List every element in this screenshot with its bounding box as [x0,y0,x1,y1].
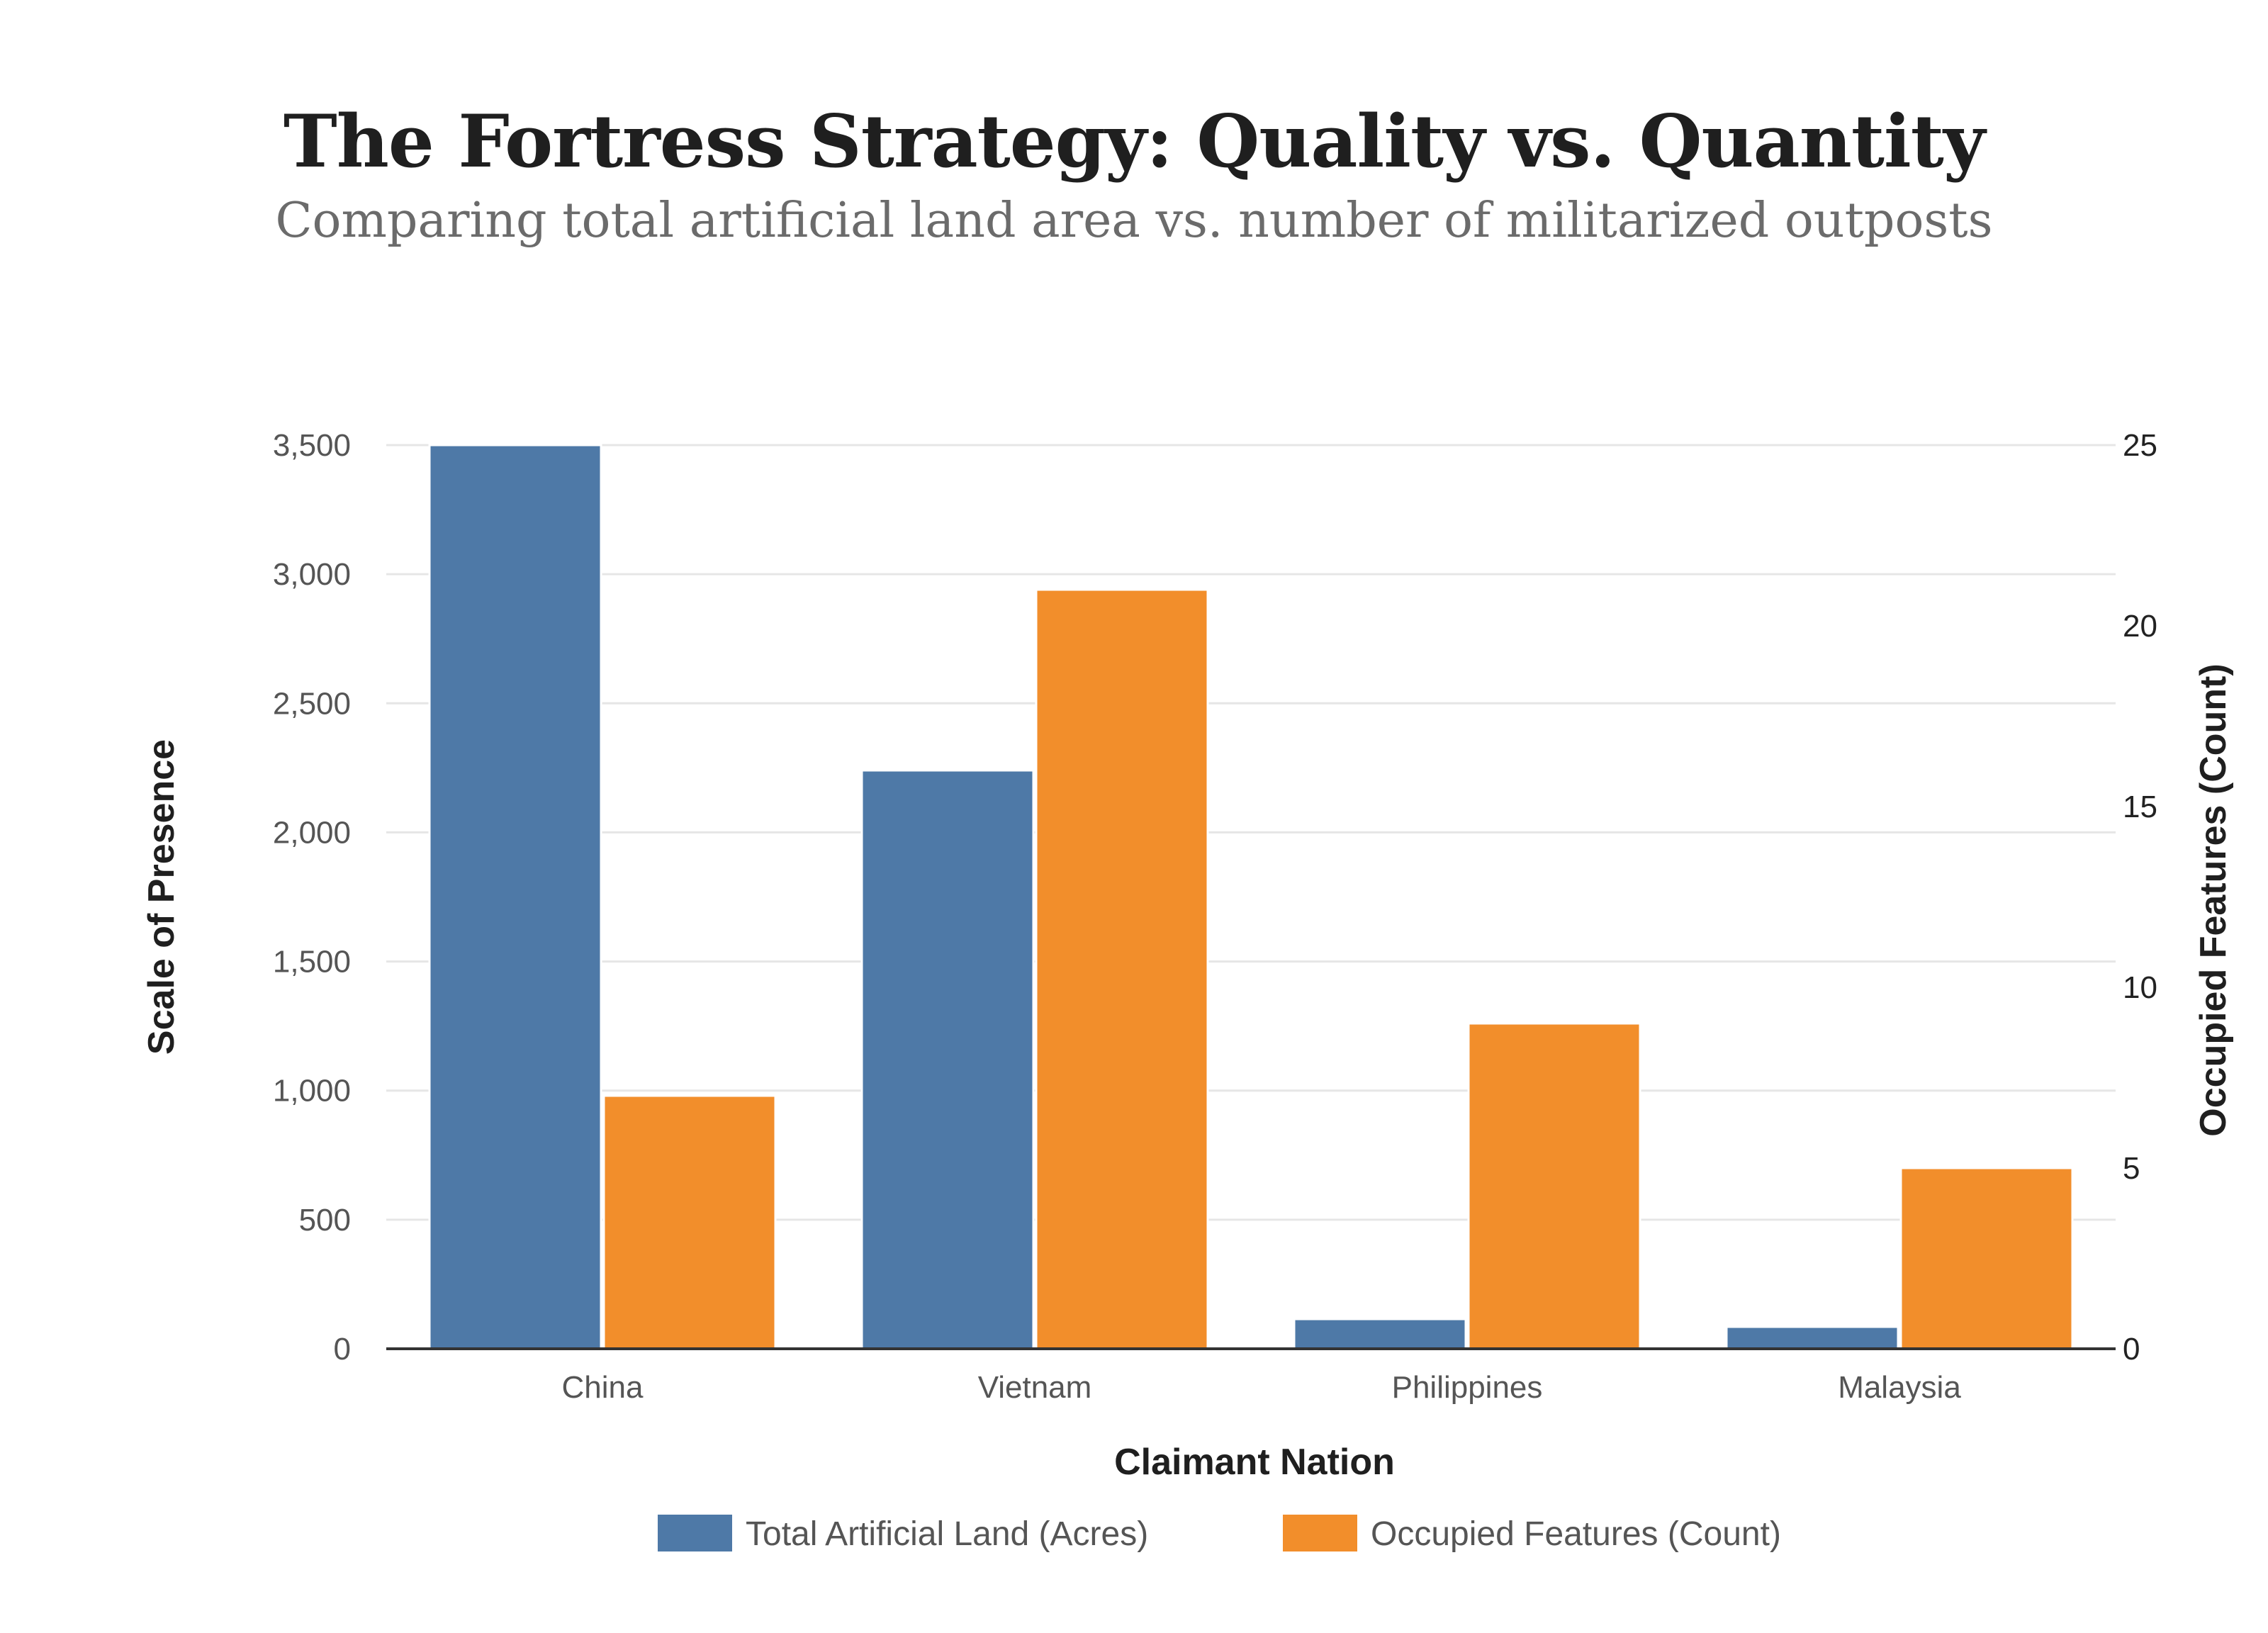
chart-title: The Fortress Strategy: Quality vs. Quant… [283,99,1985,184]
bar-land-malaysia [1725,1325,1899,1350]
x-tick-label: Philippines [1392,1370,1543,1405]
y2-tick-label: 20 [2123,609,2157,644]
y-tick-label: 1,000 [273,1074,351,1109]
y-tick-label: 2,500 [273,686,351,721]
y-tick-label: 2,000 [273,815,351,850]
y-tick-label: 500 [299,1203,351,1238]
legend-label-land: Total Artificial Land (Acres) [746,1515,1148,1553]
y2-tick-label: 25 [2123,428,2157,463]
y-tick-label: 3,500 [273,428,351,463]
y-tick-label: 3,000 [273,557,351,592]
x-tick-label: Vietnam [978,1370,1092,1405]
x-tick-label: China [562,1370,644,1405]
bar-land-philippines [1293,1318,1467,1350]
bar-land-china [428,444,602,1350]
y-axis-title: Scale of Presence [141,739,182,1055]
legend-label-features: Occupied Features (Count) [1371,1515,1781,1553]
bar-land-vietnam [860,769,1035,1350]
y2-tick-label: 15 [2123,790,2157,824]
y2-tick-label: 10 [2123,970,2157,1005]
x-tick-label: Malaysia [1838,1370,1961,1405]
y2-tick-label: 0 [2123,1332,2140,1367]
y2-axis-title: Occupied Features (Count) [2193,663,2234,1136]
legend: Total Artificial Land (Acres) Occupied Fe… [658,1515,1781,1553]
bar-features-malaysia [1899,1167,2074,1350]
bar-features-vietnam [1035,588,1209,1350]
legend-swatch-land [658,1515,732,1551]
axes: 0 500 1,000 1,500 2,000 2,500 3,000 3,500 0 5 10 15… [141,428,2234,1483]
y-tick-label: 0 [334,1332,351,1367]
bar-features-philippines [1467,1022,1641,1350]
bars [428,444,2074,1350]
legend-swatch-features [1283,1515,1357,1551]
y2-tick-label: 5 [2123,1151,2140,1186]
bar-features-china [602,1094,777,1350]
chart-subtitle: Comparing total artificial land area vs.… [275,193,1993,249]
y-tick-label: 1,500 [273,945,351,980]
x-axis-title: Claimant Nation [1114,1442,1395,1483]
